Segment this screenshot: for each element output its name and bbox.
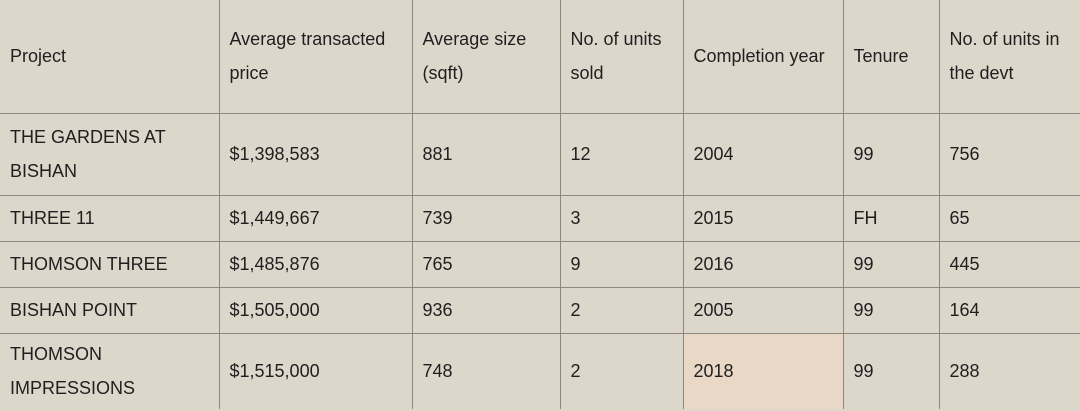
cell-average-size: 881 bbox=[412, 113, 561, 196]
table-row: THE GARDENS AT BISHAN $1,398,583 881 12 … bbox=[0, 113, 1080, 196]
cell-tenure: FH bbox=[843, 195, 940, 242]
cell-average-price: $1,485,876 bbox=[219, 241, 413, 288]
header-average-size: Average size (sqft) bbox=[412, 0, 561, 114]
header-units-in-devt: No. of units in the devt bbox=[939, 0, 1080, 114]
cell-completion-year: 2015 bbox=[683, 195, 844, 242]
cell-project: THOMSON IMPRESSIONS bbox=[0, 333, 220, 409]
table-header-row: Project Average transacted price Average… bbox=[0, 0, 1080, 114]
cell-units-in-devt: 756 bbox=[939, 113, 1080, 196]
cell-project: THOMSON THREE bbox=[0, 241, 220, 288]
cell-average-size: 936 bbox=[412, 287, 561, 334]
cell-tenure: 99 bbox=[843, 113, 940, 196]
table-row: THOMSON IMPRESSIONS $1,515,000 748 2 201… bbox=[0, 333, 1080, 409]
cell-average-price: $1,505,000 bbox=[219, 287, 413, 334]
cell-project: THE GARDENS AT BISHAN bbox=[0, 113, 220, 196]
cell-units-sold: 12 bbox=[560, 113, 684, 196]
cell-units-in-devt: 164 bbox=[939, 287, 1080, 334]
cell-tenure: 99 bbox=[843, 287, 940, 334]
cell-average-price: $1,515,000 bbox=[219, 333, 413, 409]
cell-units-sold: 2 bbox=[560, 287, 684, 334]
cell-completion-year-highlighted: 2018 bbox=[683, 333, 844, 409]
cell-completion-year: 2005 bbox=[683, 287, 844, 334]
header-project: Project bbox=[0, 0, 220, 114]
cell-tenure: 99 bbox=[843, 241, 940, 288]
cell-units-sold: 9 bbox=[560, 241, 684, 288]
cell-average-size: 765 bbox=[412, 241, 561, 288]
cell-completion-year: 2016 bbox=[683, 241, 844, 288]
cell-units-in-devt: 65 bbox=[939, 195, 1080, 242]
cell-tenure: 99 bbox=[843, 333, 940, 409]
header-units-sold: No. of units sold bbox=[560, 0, 684, 114]
table-row: THREE 11 $1,449,667 739 3 2015 FH 65 bbox=[0, 195, 1080, 242]
table-row: BISHAN POINT $1,505,000 936 2 2005 99 16… bbox=[0, 287, 1080, 334]
cell-average-size: 748 bbox=[412, 333, 561, 409]
table-row: THOMSON THREE $1,485,876 765 9 2016 99 4… bbox=[0, 241, 1080, 288]
cell-units-sold: 3 bbox=[560, 195, 684, 242]
cell-project: THREE 11 bbox=[0, 195, 220, 242]
cell-units-in-devt: 288 bbox=[949, 361, 980, 382]
cell-average-price: $1,398,583 bbox=[219, 113, 413, 196]
cell-average-size: 739 bbox=[412, 195, 561, 242]
header-completion-year: Completion year bbox=[683, 0, 844, 114]
header-tenure: Tenure bbox=[843, 0, 940, 114]
cell-units-sold: 2 bbox=[560, 333, 684, 409]
cell-units-in-devt: 445 bbox=[939, 241, 1080, 288]
header-average-transacted-price: Average transacted price bbox=[219, 0, 413, 114]
cell-average-price: $1,449,667 bbox=[219, 195, 413, 242]
cell-completion-year: 2004 bbox=[683, 113, 844, 196]
cell-project: BISHAN POINT bbox=[0, 287, 220, 334]
